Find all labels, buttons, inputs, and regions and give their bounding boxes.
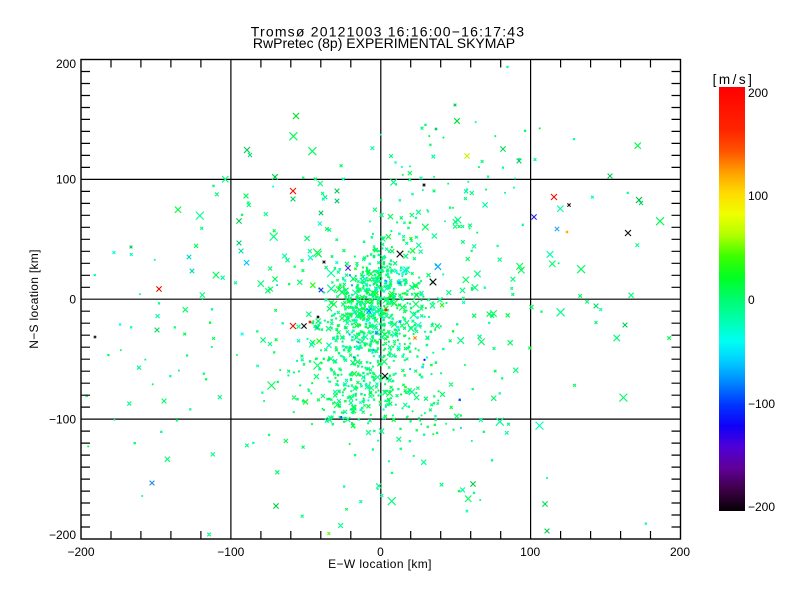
svg-text:−200: −200: [748, 500, 775, 514]
svg-text:0: 0: [748, 293, 755, 307]
svg-text:−100: −100: [748, 397, 775, 411]
svg-text:200: 200: [56, 57, 76, 71]
svg-text:RwPretec (8p) EXPERIMENTAL SKY: RwPretec (8p) EXPERIMENTAL SKYMAP: [253, 35, 515, 51]
svg-text:0: 0: [377, 545, 384, 559]
svg-text:Tromsø 20121003 16:16:00−16:17: Tromsø 20121003 16:16:00−16:17:43: [251, 24, 526, 40]
svg-text:100: 100: [748, 189, 768, 203]
svg-text:[m/s]: [m/s]: [713, 72, 755, 87]
svg-text:100: 100: [56, 173, 76, 187]
svg-text:−200: −200: [67, 545, 94, 559]
svg-text:200: 200: [670, 545, 690, 559]
svg-text:E−W location [km]: E−W location [km]: [328, 557, 432, 571]
svg-text:−200: −200: [49, 528, 76, 542]
svg-text:−100: −100: [49, 413, 76, 427]
svg-text:100: 100: [520, 545, 540, 559]
svg-text:N−S location [km]: N−S location [km]: [27, 249, 41, 348]
svg-text:200: 200: [748, 86, 768, 100]
svg-text:−100: −100: [217, 545, 244, 559]
svg-text:0: 0: [69, 293, 76, 307]
